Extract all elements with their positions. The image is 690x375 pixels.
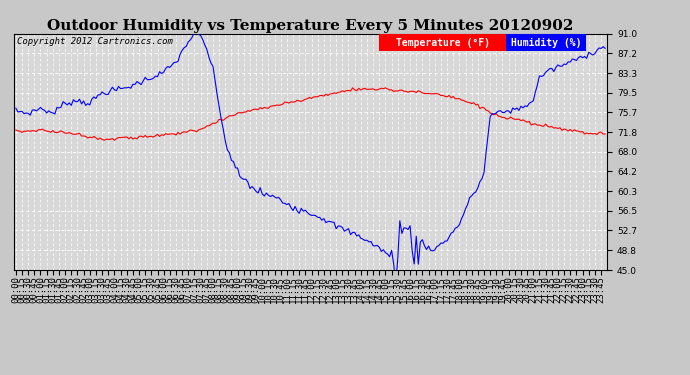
Text: Copyright 2012 Cartronics.com: Copyright 2012 Cartronics.com	[17, 37, 172, 46]
FancyBboxPatch shape	[379, 34, 506, 51]
Title: Outdoor Humidity vs Temperature Every 5 Minutes 20120902: Outdoor Humidity vs Temperature Every 5 …	[48, 19, 573, 33]
FancyBboxPatch shape	[506, 34, 586, 51]
Text: Humidity (%): Humidity (%)	[511, 38, 582, 48]
Text: Temperature (°F): Temperature (°F)	[395, 38, 489, 48]
